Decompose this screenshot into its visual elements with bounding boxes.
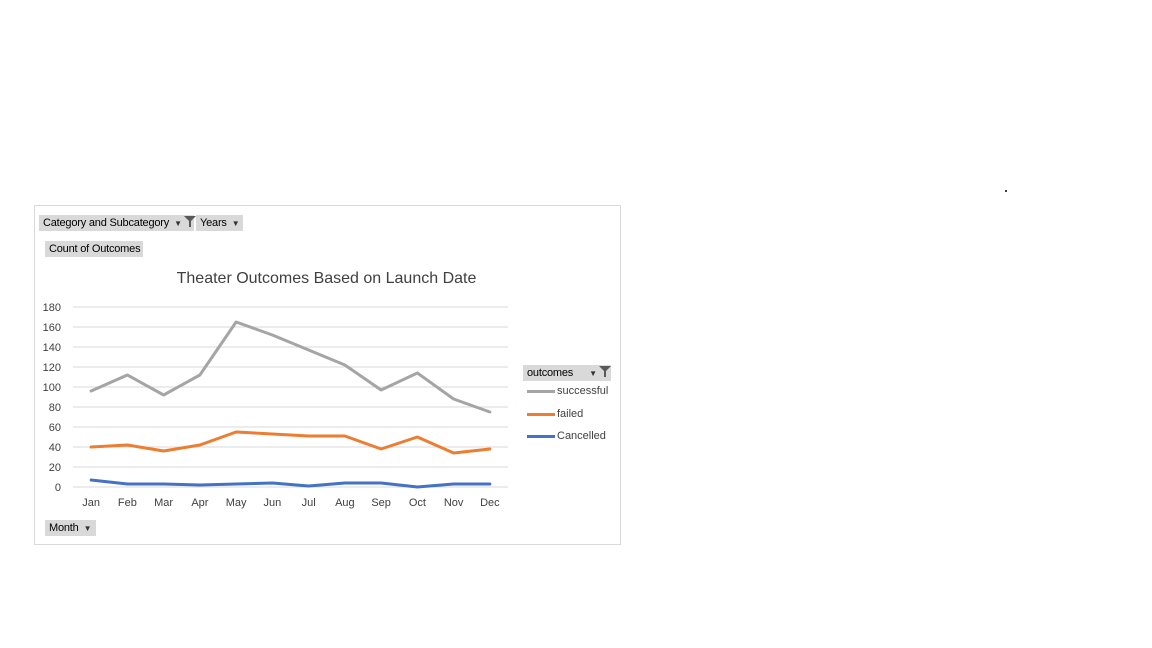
- x-tick-label: May: [226, 497, 247, 509]
- category-filter-label: Category and Subcategory: [43, 217, 170, 229]
- x-tick-label: Mar: [154, 497, 173, 509]
- legend-swatch: [527, 412, 555, 416]
- y-tick-label: 120: [43, 362, 61, 374]
- values-field-label: Count of Outcomes: [49, 243, 141, 255]
- category-filter-button[interactable]: Category and Subcategory ▼: [39, 215, 196, 231]
- filter-funnel-icon: [183, 216, 196, 230]
- dropdown-arrow-icon: ▼: [174, 218, 182, 228]
- legend-swatch: [527, 434, 555, 438]
- series-line-cancelled: [89, 478, 492, 489]
- legend-swatch: [527, 389, 555, 393]
- filter-funnel-icon: [598, 366, 611, 380]
- y-tick-label: 40: [49, 442, 61, 454]
- years-filter-label: Years: [200, 217, 227, 229]
- x-tick-label: Sep: [371, 497, 391, 509]
- legend-item-cancelled[interactable]: Cancelled: [527, 430, 606, 442]
- y-tick-label: 140: [43, 342, 61, 354]
- x-tick-label: Dec: [480, 497, 500, 509]
- y-tick-label: 20: [49, 462, 61, 474]
- axis-field-label: Month: [49, 522, 79, 534]
- x-tick-label: Oct: [409, 497, 426, 509]
- values-field-button[interactable]: Count of Outcomes: [45, 241, 143, 257]
- y-tick-label: 160: [43, 322, 61, 334]
- y-tick-label: 0: [55, 482, 61, 494]
- x-tick-label: Feb: [118, 497, 137, 509]
- y-tick-label: 180: [43, 302, 61, 314]
- x-tick-label: Apr: [191, 497, 208, 509]
- y-tick-label: 80: [49, 402, 61, 414]
- axis-field-button[interactable]: Month ▼: [45, 520, 96, 536]
- x-tick-label: Jun: [264, 497, 282, 509]
- dropdown-arrow-icon: ▼: [589, 368, 597, 378]
- legend-item-successful[interactable]: successful: [527, 385, 608, 397]
- legend-label: Cancelled: [557, 430, 606, 442]
- y-tick-label: 100: [43, 382, 61, 394]
- x-tick-label: Jul: [302, 497, 316, 509]
- y-tick-label: 60: [49, 422, 61, 434]
- legend-field-button[interactable]: outcomes ▼: [523, 365, 611, 381]
- legend-label: successful: [557, 385, 609, 397]
- stray-dot: [1005, 190, 1007, 192]
- chart-title: Theater Outcomes Based on Launch Date: [176, 270, 477, 287]
- x-tick-label: Nov: [444, 497, 464, 509]
- dropdown-arrow-icon: ▼: [83, 523, 92, 533]
- legend-field-label: outcomes: [527, 367, 574, 379]
- series-line-failed: [89, 430, 492, 455]
- x-tick-label: Jan: [82, 497, 100, 509]
- years-filter-button[interactable]: Years ▼: [196, 215, 243, 231]
- dropdown-arrow-icon: ▼: [231, 218, 240, 228]
- series-line-successful: [89, 320, 492, 414]
- x-tick-label: Aug: [335, 497, 355, 509]
- legend-label: failed: [557, 408, 584, 420]
- legend-item-failed[interactable]: failed: [527, 408, 583, 420]
